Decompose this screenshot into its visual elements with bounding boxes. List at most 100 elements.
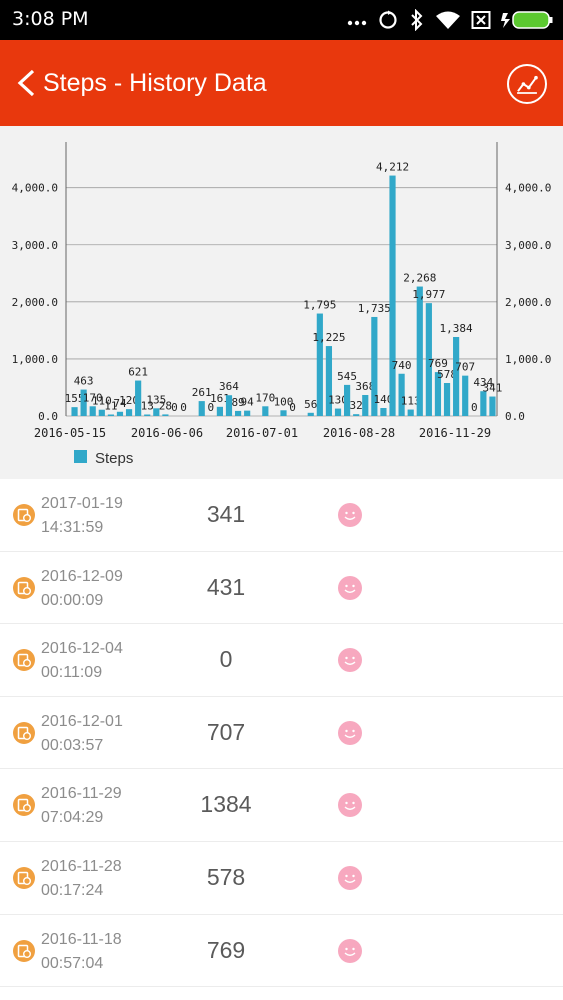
bar — [80, 389, 87, 416]
bar-value-label: 545 — [337, 370, 357, 383]
wifi-icon — [436, 11, 460, 29]
steps-bar-chart: 0.0 0.0 1,000.0 1,000.0 2,000.0 2,000.0 3,000.… — [12, 142, 551, 467]
bar — [234, 410, 242, 416]
bar-value-label: 0 — [471, 401, 478, 414]
bar-value-label: 170 — [83, 391, 103, 404]
bar-value-label: 13 — [141, 400, 154, 413]
bar — [371, 316, 378, 416]
bar-value-label: 1,735 — [358, 302, 391, 315]
y-tick-label-right: 2,000.0 — [505, 296, 551, 309]
bar-value-label: 161 — [210, 392, 230, 405]
history-row[interactable]: 2017-01-19 14:31:59 341 — [0, 479, 563, 552]
history-row[interactable]: 2016-11-18 00:57:04 769 — [0, 914, 563, 988]
bar — [198, 401, 205, 416]
record-icon — [13, 866, 35, 889]
record-time: 00:03:57 — [41, 736, 104, 754]
bar — [307, 412, 314, 416]
bar — [362, 394, 369, 416]
record-steps: 707 — [206, 718, 246, 745]
bar — [398, 373, 405, 416]
record-steps: 578 — [206, 863, 246, 890]
smile-icon — [338, 793, 362, 818]
record-steps: 769 — [206, 936, 246, 963]
record-time: 00:17:24 — [41, 881, 104, 899]
x-tick-label: 2016-08-28 — [323, 426, 395, 440]
bar — [71, 407, 78, 416]
bar-value-label: 0 — [208, 401, 215, 414]
sim-icon — [471, 11, 491, 29]
bluetooth-icon — [411, 9, 423, 31]
history-row[interactable]: 2016-12-04 00:11:09 0 — [0, 624, 563, 697]
record-date: 2016-12-01 — [41, 712, 123, 730]
smile-icon — [338, 865, 362, 890]
record-steps: 431 — [206, 573, 246, 600]
y-tick-label-left: 3,000.0 — [12, 239, 58, 252]
bar-value-label: 110 — [92, 395, 112, 408]
chart-icon[interactable] — [507, 64, 547, 104]
bar — [135, 380, 142, 416]
bar — [225, 395, 233, 416]
record-icon — [13, 721, 35, 744]
y-tick-label-left: 1,000.0 — [12, 353, 58, 366]
history-list: 2017-01-19 14:31:59 341 2016-12-09 00:00… — [0, 479, 563, 988]
bar-value-label: 135 — [146, 393, 166, 406]
bar — [107, 414, 114, 416]
bar-value-label: 2,268 — [403, 272, 436, 285]
bar-value-label: 130 — [328, 394, 348, 407]
legend-swatch — [74, 450, 87, 463]
bar — [462, 375, 469, 416]
record-time: 14:31:59 — [41, 519, 104, 536]
bar — [280, 410, 287, 416]
sync-icon — [379, 10, 397, 29]
bar — [443, 383, 451, 416]
record-icon — [13, 939, 35, 962]
bar-value-label: 368 — [355, 380, 375, 393]
bar — [389, 175, 396, 416]
bar — [325, 346, 333, 416]
record-date: 2016-11-18 — [41, 930, 122, 948]
record-icon — [13, 649, 35, 672]
bar-value-label: 578 — [437, 368, 457, 381]
bar-value-label: 32 — [350, 399, 363, 412]
record-steps: 341 — [206, 501, 246, 527]
bar-value-label: 463 — [74, 375, 94, 388]
y-tick-label-right: 1,000.0 — [505, 353, 551, 366]
bar-value-label: 155 — [65, 392, 85, 405]
bar-value-label: 89 — [231, 396, 244, 409]
record-date: 2016-11-29 — [41, 785, 122, 803]
record-steps: 0 — [219, 646, 233, 673]
history-row[interactable]: 2016-11-29 07:04:29 1384 — [0, 769, 563, 842]
record-icon — [13, 504, 35, 526]
bar-value-label: 4,212 — [376, 161, 409, 174]
bar — [480, 391, 487, 416]
x-tick-label: 2016-07-01 — [226, 426, 298, 440]
record-time: 00:11:09 — [41, 664, 103, 682]
record-time: 00:00:09 — [41, 591, 104, 609]
bar-value-label: 1,384 — [440, 322, 473, 335]
y-tick-label-left: 0.0 — [38, 410, 58, 423]
history-row[interactable]: 2016-12-09 00:00:09 431 — [0, 551, 563, 625]
bar-value-label: 120 — [119, 394, 139, 407]
status-time: 3:08 PM — [12, 8, 89, 30]
record-icon — [13, 576, 35, 599]
bar-value-label: 434 — [473, 376, 493, 389]
y-tick-label-left: 4,000.0 — [12, 182, 58, 195]
x-tick-label: 2016-06-06 — [131, 426, 203, 440]
bar-value-label: 94 — [241, 396, 255, 409]
bar — [334, 408, 342, 416]
bar-value-label: 1,795 — [303, 299, 336, 312]
bar-value-label: 28 — [159, 399, 172, 412]
y-tick-label-right: 3,000.0 — [505, 239, 551, 252]
smile-icon — [338, 720, 362, 745]
status-bar: 3:08 PM — [0, 0, 563, 40]
bar — [353, 414, 360, 416]
history-row[interactable]: 2016-11-28 00:17:24 578 — [0, 841, 563, 915]
y-tick-label-right: 0.0 — [505, 410, 525, 423]
bar-value-label: 170 — [255, 391, 275, 404]
history-row[interactable]: 2016-12-01 00:03:57 707 — [0, 696, 563, 770]
record-time: 07:04:29 — [41, 809, 104, 827]
bar-value-label: 100 — [274, 395, 294, 408]
bar — [434, 372, 442, 416]
chevron-left-icon[interactable] — [14, 68, 40, 98]
bar — [425, 303, 432, 416]
